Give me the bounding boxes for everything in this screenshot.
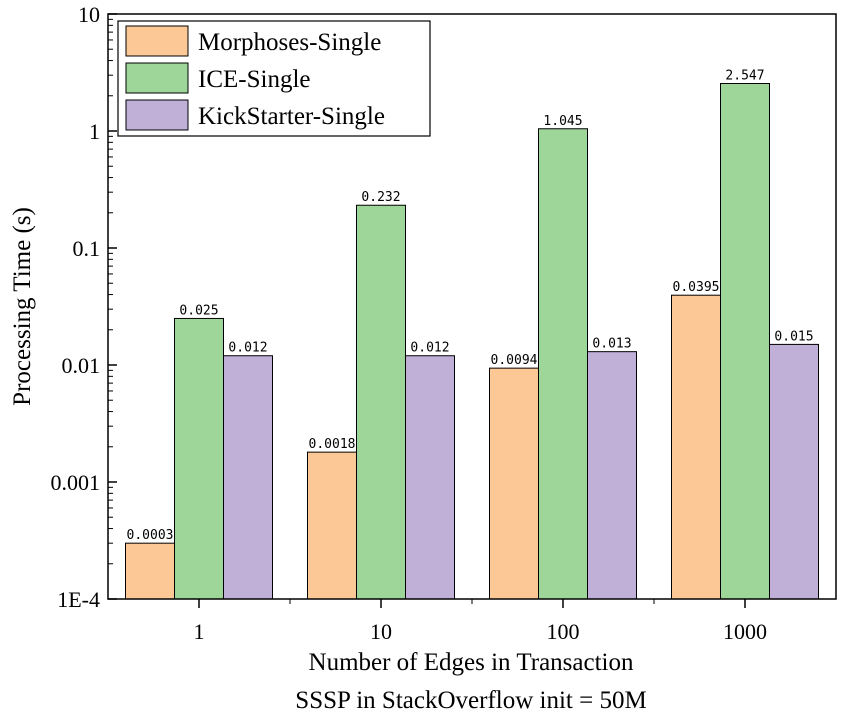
bar: [125, 542, 175, 600]
x-axis: 1 10 100 1000: [194, 599, 767, 644]
data-label: 1.045: [543, 114, 582, 129]
bars-layer: [125, 82, 819, 600]
x-tick-label: 100: [547, 619, 580, 644]
y-tick-label: 0.1: [73, 236, 101, 261]
bar: [405, 355, 455, 600]
legend-swatch: [125, 62, 189, 94]
bar: [587, 351, 637, 600]
x-tick-label: 1: [194, 619, 205, 644]
data-label: 0.013: [592, 337, 631, 352]
data-label: 0.0018: [309, 437, 356, 452]
legend-label: KickStarter-Single: [198, 103, 385, 130]
y-tick-label: 1E-4: [57, 587, 100, 612]
legend: Morphoses-Single ICE-Single KickStarter-Si…: [117, 20, 431, 137]
bar: [671, 294, 721, 600]
data-label: 0.0094: [491, 353, 538, 368]
y-axis: 10 1 0.1 0.01 0.001 1E-4: [51, 2, 117, 612]
y-tick-label: 10: [78, 2, 100, 27]
bar: [489, 367, 539, 600]
data-label: 0.012: [228, 341, 267, 356]
data-label: 0.025: [179, 303, 218, 318]
data-labels-layer: 0.0003 0.025 0.012 0.0018 0.232 0.012 0.0094 1.…: [127, 68, 814, 543]
bar: [223, 355, 273, 600]
data-label: 0.012: [410, 341, 449, 356]
legend-swatch: [125, 99, 189, 131]
y-tick-label: 0.001: [51, 470, 101, 495]
bar: [720, 82, 770, 600]
bar: [769, 343, 819, 600]
y-tick-label: 1: [89, 119, 100, 144]
y-axis-title: Processing Time (s): [9, 207, 36, 406]
x-tick-label: 1000: [723, 619, 767, 644]
data-label: 0.015: [774, 329, 813, 344]
x-tick-label: 10: [370, 619, 392, 644]
data-label: 0.232: [361, 190, 400, 205]
legend-swatch: [125, 25, 189, 57]
data-label: 2.547: [725, 68, 764, 83]
y-tick-label: 0.01: [62, 353, 101, 378]
data-label: 0.0395: [673, 280, 720, 295]
legend-label: ICE-Single: [198, 66, 311, 93]
legend-label: Morphoses-Single: [198, 29, 381, 56]
data-label: 0.0003: [127, 528, 174, 543]
x-axis-title: Number of Edges in Transaction: [309, 649, 634, 676]
bar: [174, 317, 224, 600]
bar: [356, 204, 406, 600]
bar: [307, 451, 357, 600]
bar: [538, 128, 588, 600]
chart-subtitle: SSSP in StackOverflow init = 50M: [295, 687, 646, 714]
